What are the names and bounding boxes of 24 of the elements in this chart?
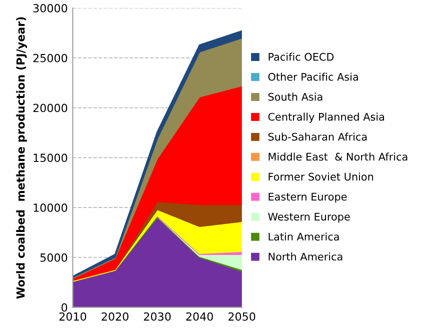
- y-tick-label: 30000: [33, 4, 68, 12]
- legend-label: Latin America: [268, 232, 339, 241]
- y-tick-label: 0: [62, 303, 68, 312]
- legend-label: North America: [268, 252, 342, 261]
- legend-label: Other Pacific Asia: [268, 72, 358, 81]
- legend-label: Centrally Planned Asia: [268, 112, 384, 123]
- y-tick-label: 10000: [34, 204, 68, 212]
- legend-label: Western Europe: [268, 212, 350, 223]
- y-axis-title: World coalbed methane production (PJ/year): [16, 17, 27, 299]
- y-tick-label: 15000: [34, 154, 68, 162]
- y-tick-label: 25000: [33, 54, 68, 62]
- y-tick-label: 20000: [33, 104, 68, 112]
- x-tick-label: 2030: [144, 312, 171, 321]
- legend-label: South Asia: [268, 92, 322, 101]
- legend-label: Middle East & North Africa: [268, 152, 408, 161]
- x-tick-label: 2050: [228, 312, 256, 321]
- x-tick-label: 2020: [102, 312, 128, 321]
- legend-label: Pacific OECD: [268, 52, 334, 61]
- legend-label: Eastern Europe: [268, 192, 347, 203]
- x-tick-label: 2010: [59, 312, 86, 321]
- y-tick-label: 5000: [40, 253, 68, 262]
- legend-label: Former Soviet Union: [268, 172, 374, 181]
- x-tick-label: 2040: [186, 312, 213, 321]
- legend-label: Sub-Saharan Africa: [268, 132, 367, 141]
